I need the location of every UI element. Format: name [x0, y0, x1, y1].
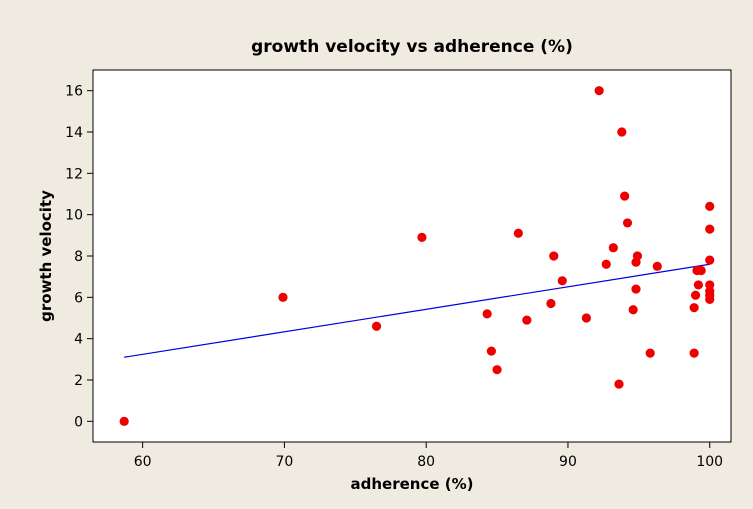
data-point — [705, 294, 715, 304]
data-point — [689, 303, 699, 313]
data-points — [119, 86, 715, 426]
data-point — [705, 255, 715, 265]
data-point — [492, 365, 502, 375]
data-point — [608, 243, 618, 253]
data-point — [617, 127, 627, 137]
data-point — [581, 313, 591, 323]
y-tick-label: 8 — [74, 249, 83, 265]
data-point — [119, 416, 129, 426]
data-point — [278, 292, 288, 302]
data-point — [522, 315, 532, 325]
regression-line-layer — [124, 263, 710, 358]
data-point — [628, 305, 638, 315]
data-point — [632, 251, 643, 261]
data-point — [371, 321, 382, 331]
y-tick-label: 0 — [74, 414, 83, 430]
y-axis-label: growth velocity — [37, 190, 55, 322]
data-point — [689, 348, 699, 358]
data-point — [486, 346, 496, 356]
chart-title: growth velocity vs adherence (%) — [251, 37, 573, 57]
x-axis: 60 70 80 90 100 — [134, 442, 723, 470]
data-point — [549, 251, 559, 261]
data-point — [652, 261, 662, 271]
data-point — [622, 218, 633, 228]
data-point — [705, 201, 715, 211]
data-point — [705, 224, 715, 234]
data-point — [645, 348, 655, 358]
data-point — [693, 280, 703, 290]
data-point — [594, 86, 604, 96]
x-tick-label: 100 — [696, 454, 723, 470]
data-point — [546, 298, 556, 309]
y-tick-label: 4 — [74, 332, 83, 348]
y-tick-label: 16 — [65, 84, 83, 100]
y-axis: 0 2 4 6 8 10 12 14 16 — [65, 84, 93, 430]
y-tick-label: 2 — [74, 373, 83, 389]
data-point — [690, 290, 701, 300]
data-point — [557, 276, 567, 286]
y-tick-label: 14 — [65, 125, 83, 141]
data-point — [417, 232, 427, 242]
x-tick-label: 70 — [275, 454, 293, 470]
regression-line — [124, 263, 710, 358]
data-point — [620, 191, 630, 201]
data-point — [696, 265, 706, 276]
x-axis-label: adherence (%) — [351, 475, 474, 493]
x-tick-label: 60 — [134, 454, 152, 470]
data-point — [614, 379, 624, 389]
x-tick-label: 80 — [417, 454, 435, 470]
data-point — [513, 228, 523, 238]
data-point — [631, 284, 641, 294]
y-tick-label: 12 — [65, 166, 83, 182]
x-tick-label: 90 — [559, 454, 577, 470]
y-tick-label: 6 — [74, 290, 83, 306]
data-point — [482, 309, 492, 319]
y-tick-label: 10 — [65, 208, 83, 224]
data-point — [601, 259, 611, 269]
